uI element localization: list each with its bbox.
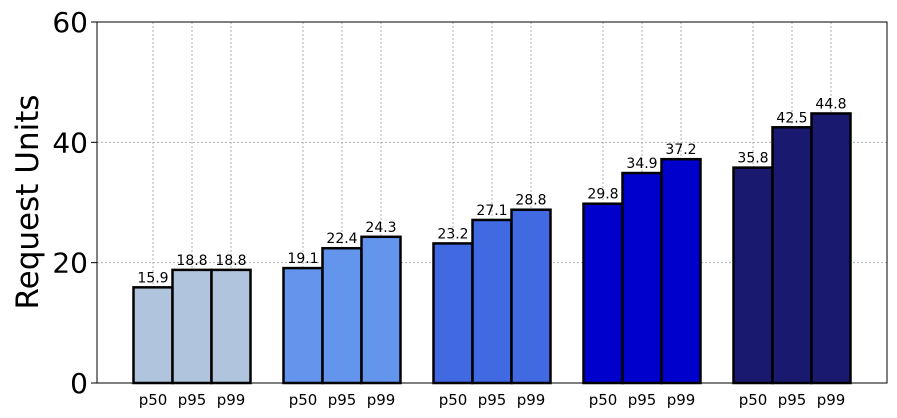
bar <box>621 171 663 385</box>
plot-frame <box>96 21 888 384</box>
value-label: 37.2 <box>665 142 696 158</box>
x-tick-label: p95 <box>628 391 657 409</box>
bar <box>471 218 513 385</box>
value-label: 24.3 <box>365 220 396 236</box>
x-tick-label: p50 <box>439 391 468 409</box>
bar <box>171 268 213 385</box>
x-tick-label: p50 <box>289 391 318 409</box>
x-tick-label: p95 <box>178 391 207 409</box>
value-label: 42.5 <box>776 110 807 126</box>
value-label: 44.8 <box>815 96 846 112</box>
bar <box>321 246 363 385</box>
value-label: 18.8 <box>176 253 207 269</box>
x-tick-label: p99 <box>517 391 546 409</box>
bar <box>732 166 774 385</box>
bar <box>282 266 324 385</box>
y-tick-label: 20 <box>52 247 88 280</box>
value-label: 28.8 <box>515 193 546 209</box>
x-tick-label: p95 <box>328 391 357 409</box>
bar <box>660 157 702 385</box>
value-label: 18.8 <box>215 253 246 269</box>
bar <box>582 202 624 385</box>
x-tick-label: p99 <box>817 391 846 409</box>
x-tick-label: p50 <box>139 391 168 409</box>
bar <box>771 126 813 385</box>
value-label: 23.2 <box>437 226 468 242</box>
bar <box>360 235 402 385</box>
y-tick-label: 60 <box>52 6 88 39</box>
value-label: 27.1 <box>476 203 507 219</box>
y-tick-label: 40 <box>52 126 88 159</box>
value-label: 15.9 <box>137 270 168 286</box>
y-tick-label: 0 <box>70 367 88 400</box>
x-tick-label: p95 <box>478 391 507 409</box>
x-tick-label: p99 <box>367 391 396 409</box>
value-label: 35.8 <box>737 151 768 167</box>
bar <box>510 208 552 385</box>
x-tick-label: p99 <box>667 391 696 409</box>
x-tick-label: p95 <box>778 391 807 409</box>
value-label: 19.1 <box>287 251 318 267</box>
bar <box>210 268 252 385</box>
x-tick-label: p99 <box>217 391 246 409</box>
y-axis-label: Request Units <box>10 94 46 309</box>
value-label: 34.9 <box>626 156 657 172</box>
bar <box>132 286 174 385</box>
x-tick-label: p50 <box>589 391 618 409</box>
value-label: 29.8 <box>587 187 618 203</box>
bar <box>810 112 852 385</box>
x-tick-label: p50 <box>739 391 768 409</box>
bar <box>432 242 474 385</box>
value-label: 22.4 <box>326 231 357 247</box>
